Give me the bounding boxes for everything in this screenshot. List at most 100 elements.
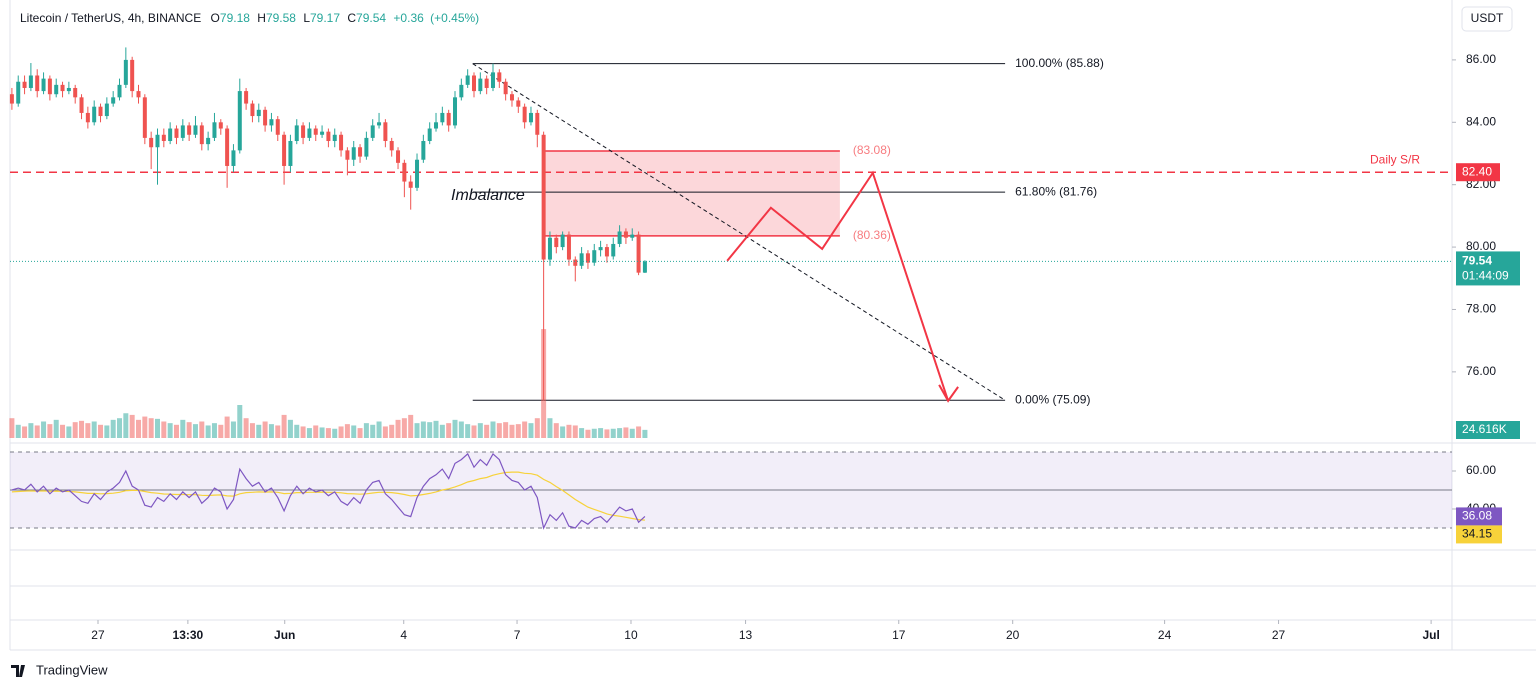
- rsi-ma-label-box: [1456, 525, 1502, 544]
- candle-body: [516, 100, 521, 107]
- candle-body: [320, 131, 325, 135]
- candle-body: [364, 137, 369, 157]
- volume-bar: [389, 424, 395, 438]
- volume-bar: [53, 419, 59, 438]
- volume-bar: [376, 421, 382, 438]
- candle-body: [250, 103, 255, 117]
- volume-bar: [230, 421, 236, 438]
- volume-bar: [477, 423, 483, 438]
- candle-body: [332, 134, 337, 142]
- volume-bar: [471, 425, 477, 438]
- volume-bar: [408, 414, 414, 438]
- volume-bar: [338, 426, 344, 438]
- candle-body: [642, 261, 647, 273]
- projection-path: [726, 170, 950, 402]
- candle-body: [636, 234, 641, 273]
- candle-body: [415, 159, 420, 188]
- volume-bar: [110, 419, 116, 438]
- candle-body: [345, 150, 350, 160]
- rsi-ma-line: [11, 471, 645, 521]
- volume-bar: [433, 420, 439, 438]
- volume-bar: [123, 413, 129, 438]
- candle-body: [161, 134, 166, 142]
- y-tick-label: 80.00: [1466, 239, 1496, 253]
- volume-bar: [395, 419, 401, 438]
- volume-bar: [313, 425, 319, 438]
- candle-body: [275, 119, 280, 135]
- candle-body: [212, 122, 217, 138]
- candle-body: [554, 237, 559, 248]
- x-tick-label: 10: [624, 628, 638, 642]
- ohlc-letter: C: [347, 11, 356, 25]
- volume-bar: [142, 416, 148, 438]
- candle-body: [225, 128, 230, 166]
- volume-bar: [281, 414, 287, 438]
- ohlc-letter: L: [303, 11, 310, 25]
- volume-label-box: [1456, 421, 1520, 439]
- volume-bar: [224, 416, 230, 438]
- change: +0.36: [393, 11, 424, 25]
- volume-bar: [458, 421, 464, 438]
- y-tick-label: 78.00: [1466, 302, 1496, 316]
- volume-bar: [572, 425, 578, 438]
- candle-body: [522, 106, 527, 123]
- x-tick-label: 27: [91, 628, 105, 642]
- volume-bar: [15, 424, 21, 438]
- volume-bar: [300, 426, 306, 438]
- currency-button[interactable]: [1461, 6, 1513, 32]
- currency[interactable]: USDT: [1471, 11, 1504, 25]
- candle-body: [282, 134, 287, 166]
- brand-logo: TradingView: [11, 662, 108, 677]
- symbol-title: Litecoin / TetherUS, 4h, BINANCE: [20, 11, 201, 25]
- candle-body: [630, 234, 635, 238]
- change-percent: (+0.45%): [430, 11, 479, 25]
- rsi-label: 36.08: [1462, 509, 1492, 523]
- candle-body: [528, 112, 533, 123]
- volume-bar: [186, 422, 192, 438]
- volume-bar: [401, 418, 407, 438]
- volume-bar: [268, 424, 274, 438]
- volume-bar: [591, 428, 597, 438]
- countdown: 01:44:09: [1462, 269, 1509, 283]
- candle-body: [396, 150, 401, 163]
- y-tick-label: 76.00: [1466, 364, 1496, 378]
- x-tick-label: Jun: [274, 628, 295, 642]
- volume-bar: [60, 424, 66, 438]
- candle-body: [104, 103, 109, 117]
- candle-body: [377, 122, 382, 126]
- candle-body: [237, 91, 242, 151]
- volume-bar: [344, 424, 350, 438]
- candle-body: [598, 247, 603, 251]
- volume-bar: [243, 418, 249, 438]
- support-label: 82.40: [1462, 164, 1492, 178]
- volume-bar: [604, 429, 610, 438]
- volume-bar: [325, 428, 331, 438]
- volume-bar: [180, 419, 186, 438]
- candle-body: [471, 75, 476, 92]
- candle-body: [301, 125, 306, 138]
- candle-body: [427, 128, 432, 142]
- candle-body: [231, 150, 236, 166]
- candle-body: [351, 147, 356, 160]
- candle-body: [288, 141, 293, 166]
- volume-bar: [515, 424, 521, 438]
- volume-bar: [136, 419, 142, 438]
- candle-body: [313, 128, 318, 135]
- ohlc-value: 79.17: [310, 11, 340, 25]
- volume-bar: [357, 428, 363, 438]
- candle-body: [490, 72, 495, 88]
- candle-body: [136, 91, 141, 98]
- x-tick-label: 4: [400, 628, 407, 642]
- ohlc-value: 79.58: [266, 11, 296, 25]
- candle-body: [478, 78, 483, 92]
- volume-bar: [579, 428, 585, 438]
- volume-bar: [28, 423, 34, 438]
- candle-body: [402, 162, 407, 182]
- header: Litecoin / TetherUS, 4h, BINANCE O79.18 …: [20, 11, 479, 25]
- candle-body: [85, 112, 90, 123]
- x-tick-label: 24: [1158, 628, 1172, 642]
- candle-body: [547, 237, 552, 260]
- candle-body: [585, 253, 590, 263]
- volume-bar: [452, 419, 458, 438]
